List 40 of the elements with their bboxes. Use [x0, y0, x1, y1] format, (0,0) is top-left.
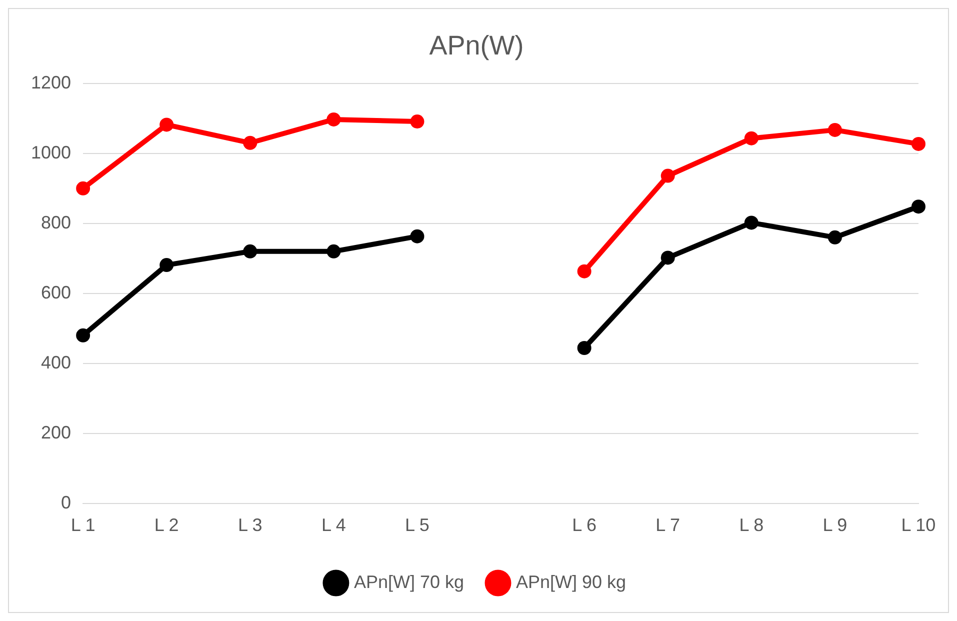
point	[326, 112, 341, 126]
x-tick-label: L 7	[656, 515, 680, 536]
legend-label: APn[W] 70 kg	[354, 572, 464, 592]
point	[744, 131, 758, 146]
x-tick-label: L 1	[70, 515, 96, 536]
x-tick-label: L 2	[154, 515, 179, 536]
point	[911, 200, 926, 214]
x-tick-label: L 6	[572, 515, 596, 536]
y-tick-label: 1000	[30, 142, 72, 162]
point	[76, 328, 90, 342]
point	[744, 216, 758, 230]
y-tick-label: 200	[40, 422, 72, 442]
y-tick-label: 0	[61, 492, 72, 512]
chart-title: APn(W)	[429, 30, 524, 61]
y-tick-label: 600	[40, 282, 72, 302]
point	[243, 244, 258, 258]
legend-label: APn[W] 90 kg	[516, 572, 626, 592]
point	[326, 244, 341, 258]
x-tick-label: L 10	[901, 515, 936, 536]
point	[76, 181, 90, 196]
point	[828, 230, 842, 244]
point	[660, 168, 675, 183]
point	[160, 258, 174, 272]
x-tick-label: L 8	[739, 515, 764, 536]
point	[410, 229, 424, 244]
x-tick-label: L 5	[405, 515, 430, 536]
x-tick-label: L 3	[238, 515, 262, 536]
y-tick-label: 400	[40, 352, 72, 372]
point	[577, 341, 592, 355]
point	[410, 114, 424, 129]
point	[660, 250, 675, 265]
y-tick-label: 1200	[30, 72, 72, 92]
point	[160, 118, 174, 132]
x-tick-label: L 9	[822, 515, 848, 536]
point	[243, 136, 258, 150]
point	[911, 136, 926, 151]
y-tick-label: 800	[40, 212, 72, 232]
x-tick-label: L 4	[321, 515, 346, 536]
point	[577, 264, 592, 278]
point	[828, 122, 842, 137]
